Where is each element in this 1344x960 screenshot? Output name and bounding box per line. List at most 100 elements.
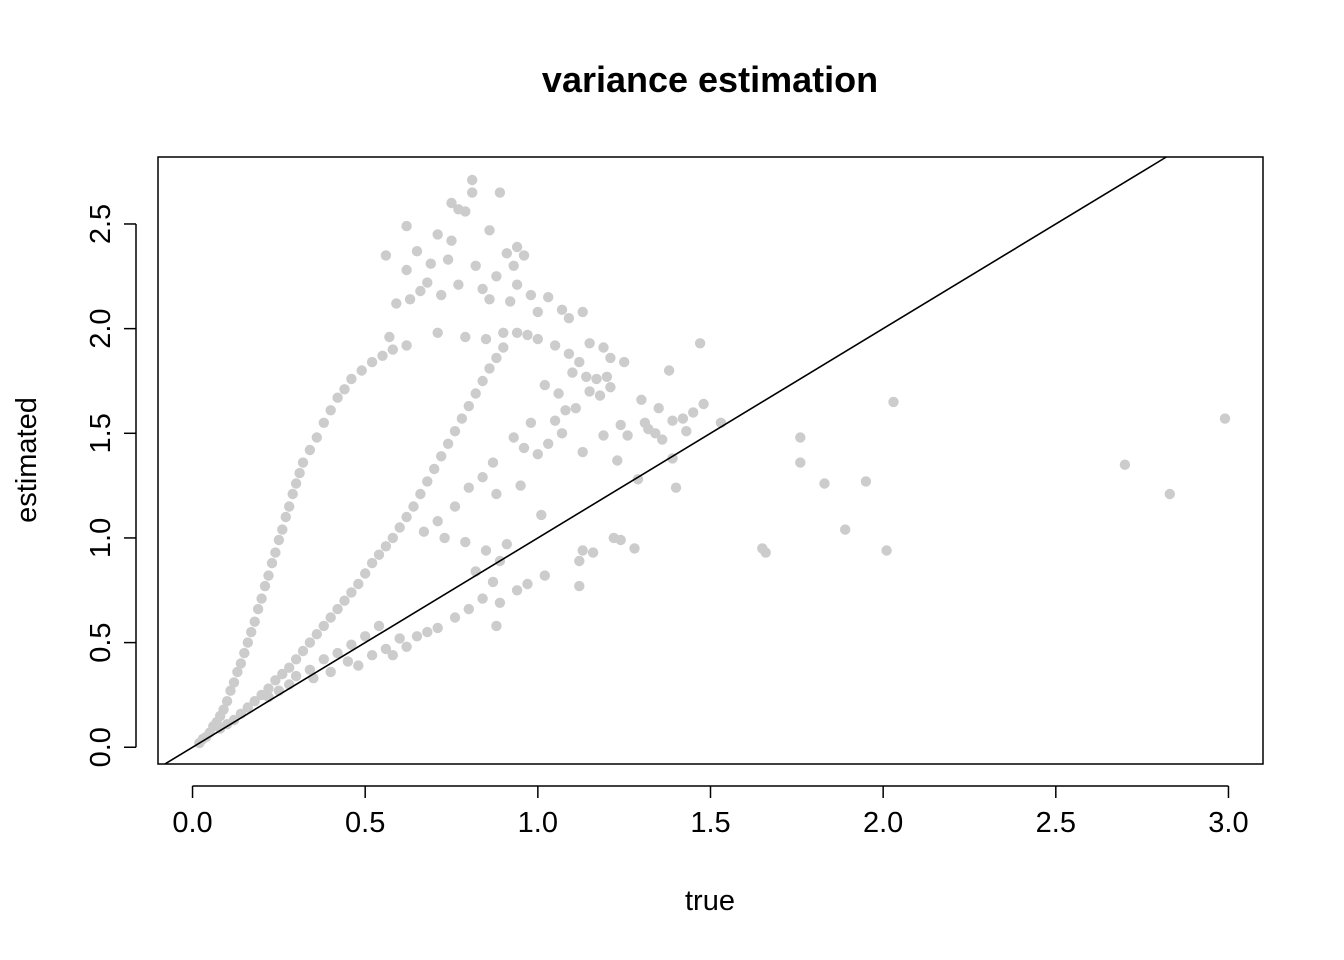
data-point <box>515 480 526 491</box>
y-tick-label: 0.0 <box>85 727 117 767</box>
data-point <box>694 338 706 349</box>
x-tick-label: 2.0 <box>863 807 903 839</box>
data-point <box>549 340 561 351</box>
data-point <box>422 626 433 638</box>
data-point <box>366 356 378 368</box>
data-point <box>539 379 550 391</box>
data-point <box>511 279 523 290</box>
data-point <box>470 388 481 399</box>
data-point <box>346 639 357 650</box>
data-point <box>401 340 412 351</box>
data-point <box>577 306 588 318</box>
data-point <box>501 248 512 259</box>
data-point <box>532 333 543 345</box>
data-point <box>536 509 547 521</box>
data-point <box>401 511 412 523</box>
data-point <box>556 304 568 315</box>
data-point <box>567 367 578 378</box>
data-point <box>574 356 585 368</box>
data-point <box>415 488 426 500</box>
data-point <box>563 313 575 324</box>
data-point <box>318 654 329 665</box>
data-point <box>387 650 398 661</box>
data-point <box>760 547 771 558</box>
data-point <box>505 296 516 307</box>
data-point <box>366 650 378 661</box>
data-point <box>318 417 329 428</box>
data-point <box>318 620 329 632</box>
data-point <box>325 405 336 416</box>
data-point <box>601 371 613 382</box>
data-point <box>242 702 253 713</box>
data-point <box>508 260 519 271</box>
data-point <box>525 289 537 301</box>
data-point <box>387 344 398 355</box>
data-point <box>304 444 316 456</box>
data-point <box>284 501 295 512</box>
data-point <box>453 279 464 290</box>
data-point <box>432 229 443 240</box>
data-point <box>360 568 371 579</box>
data-point <box>394 522 405 533</box>
data-point <box>332 603 343 615</box>
data-point <box>615 419 626 431</box>
data-point <box>487 457 499 468</box>
data-point <box>484 225 495 236</box>
data-point <box>422 277 433 288</box>
data-point <box>304 637 316 648</box>
data-point <box>266 557 278 569</box>
data-point <box>477 283 488 295</box>
y-tick-label: 1.0 <box>85 518 117 558</box>
data-point <box>487 576 499 588</box>
data-point <box>422 476 433 487</box>
data-point <box>225 685 236 696</box>
data-point <box>356 365 367 376</box>
data-point <box>325 612 336 623</box>
chart-title: variance estimation <box>542 59 878 100</box>
data-point <box>511 327 523 338</box>
data-point <box>556 428 568 439</box>
data-point <box>449 426 461 437</box>
data-point <box>446 235 457 246</box>
data-point <box>636 394 647 405</box>
data-point <box>491 271 502 282</box>
data-point <box>653 403 664 414</box>
data-point <box>432 516 443 527</box>
data-point <box>594 390 606 401</box>
data-point <box>394 633 405 644</box>
data-point <box>425 258 436 269</box>
data-point <box>290 478 302 489</box>
data-point <box>539 570 550 581</box>
data-point <box>339 384 350 395</box>
data-point <box>663 365 675 376</box>
x-tick-label: 0.5 <box>345 807 385 839</box>
data-point <box>840 524 851 535</box>
data-point <box>346 587 357 598</box>
data-point <box>218 704 229 715</box>
data-point <box>518 442 530 454</box>
data-point <box>639 417 651 428</box>
data-point <box>574 555 585 567</box>
data-point <box>484 294 495 305</box>
data-point <box>411 631 423 642</box>
data-point <box>463 482 474 493</box>
data-point <box>304 664 316 675</box>
data-point <box>650 428 661 439</box>
data-point <box>377 350 388 361</box>
data-point <box>280 511 291 523</box>
x-tick-label: 1.0 <box>518 807 558 839</box>
data-point <box>446 197 457 209</box>
data-point <box>259 580 271 592</box>
data-point <box>577 545 588 556</box>
data-point <box>360 631 371 642</box>
data-point <box>688 407 699 418</box>
x-tick-label: 3.0 <box>1208 807 1248 839</box>
identity-reference-line <box>164 156 1167 765</box>
data-point <box>342 656 354 667</box>
data-point <box>418 526 430 537</box>
data-point <box>491 352 502 364</box>
data-point <box>391 298 402 309</box>
data-point <box>477 593 488 604</box>
data-point <box>270 547 281 558</box>
data-point <box>698 398 709 410</box>
